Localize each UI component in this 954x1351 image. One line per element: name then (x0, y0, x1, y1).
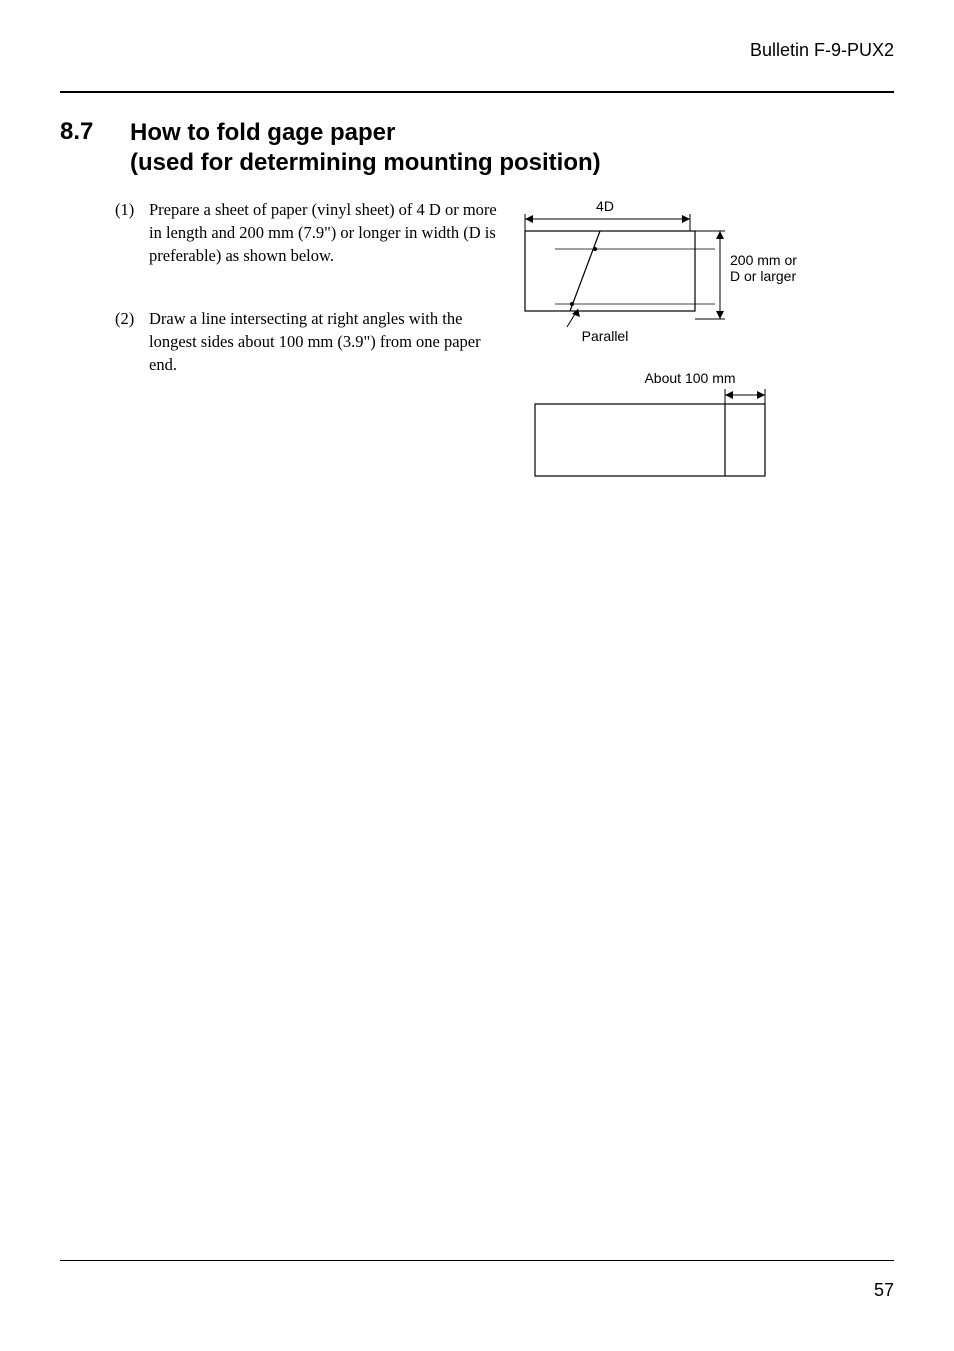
label-100: About 100 mm (644, 371, 735, 386)
ref-dot-top (593, 247, 597, 251)
ref-dot-bot (570, 302, 574, 306)
section-heading: 8.7 How to fold gage paper (used for det… (60, 118, 894, 178)
section-title-line1: How to fold gage paper (130, 119, 395, 146)
section-number: 8.7 (60, 118, 130, 146)
label-4d: 4D (596, 201, 614, 214)
arrow-up-icon (716, 231, 724, 239)
step-2-num: (2) (115, 307, 149, 376)
diagram-2: About 100 mm (505, 371, 835, 501)
top-rule (60, 91, 894, 93)
dim2-arrow-left-icon (725, 391, 733, 399)
step-2-text: Draw a line intersecting at right angles… (149, 307, 505, 376)
section-title: How to fold gage paper (used for determi… (130, 118, 601, 178)
arrow-down-icon (716, 311, 724, 319)
step-1-num: (1) (115, 198, 149, 267)
label-200-l2: D or larger (730, 268, 796, 284)
arrow-left-icon (525, 215, 533, 223)
step-1: (1) Prepare a sheet of paper (vinyl shee… (115, 198, 505, 267)
bottom-rule (60, 1260, 894, 1261)
bulletin-header: Bulletin F-9-PUX2 (60, 40, 894, 61)
diagram-1: 4D (505, 201, 835, 366)
sheet-rect (525, 231, 695, 311)
dim2-arrow-right-icon (757, 391, 765, 399)
arrow-right-icon (682, 215, 690, 223)
label-200-l1: 200 mm or (730, 252, 797, 268)
page-number: 57 (874, 1280, 894, 1301)
step-2: (2) Draw a line intersecting at right an… (115, 307, 505, 376)
section-title-line2: (used for determining mounting position) (130, 149, 601, 176)
sheet2-rect (535, 404, 765, 476)
label-parallel: Parallel (582, 328, 629, 344)
step-1-text: Prepare a sheet of paper (vinyl sheet) o… (149, 198, 505, 267)
